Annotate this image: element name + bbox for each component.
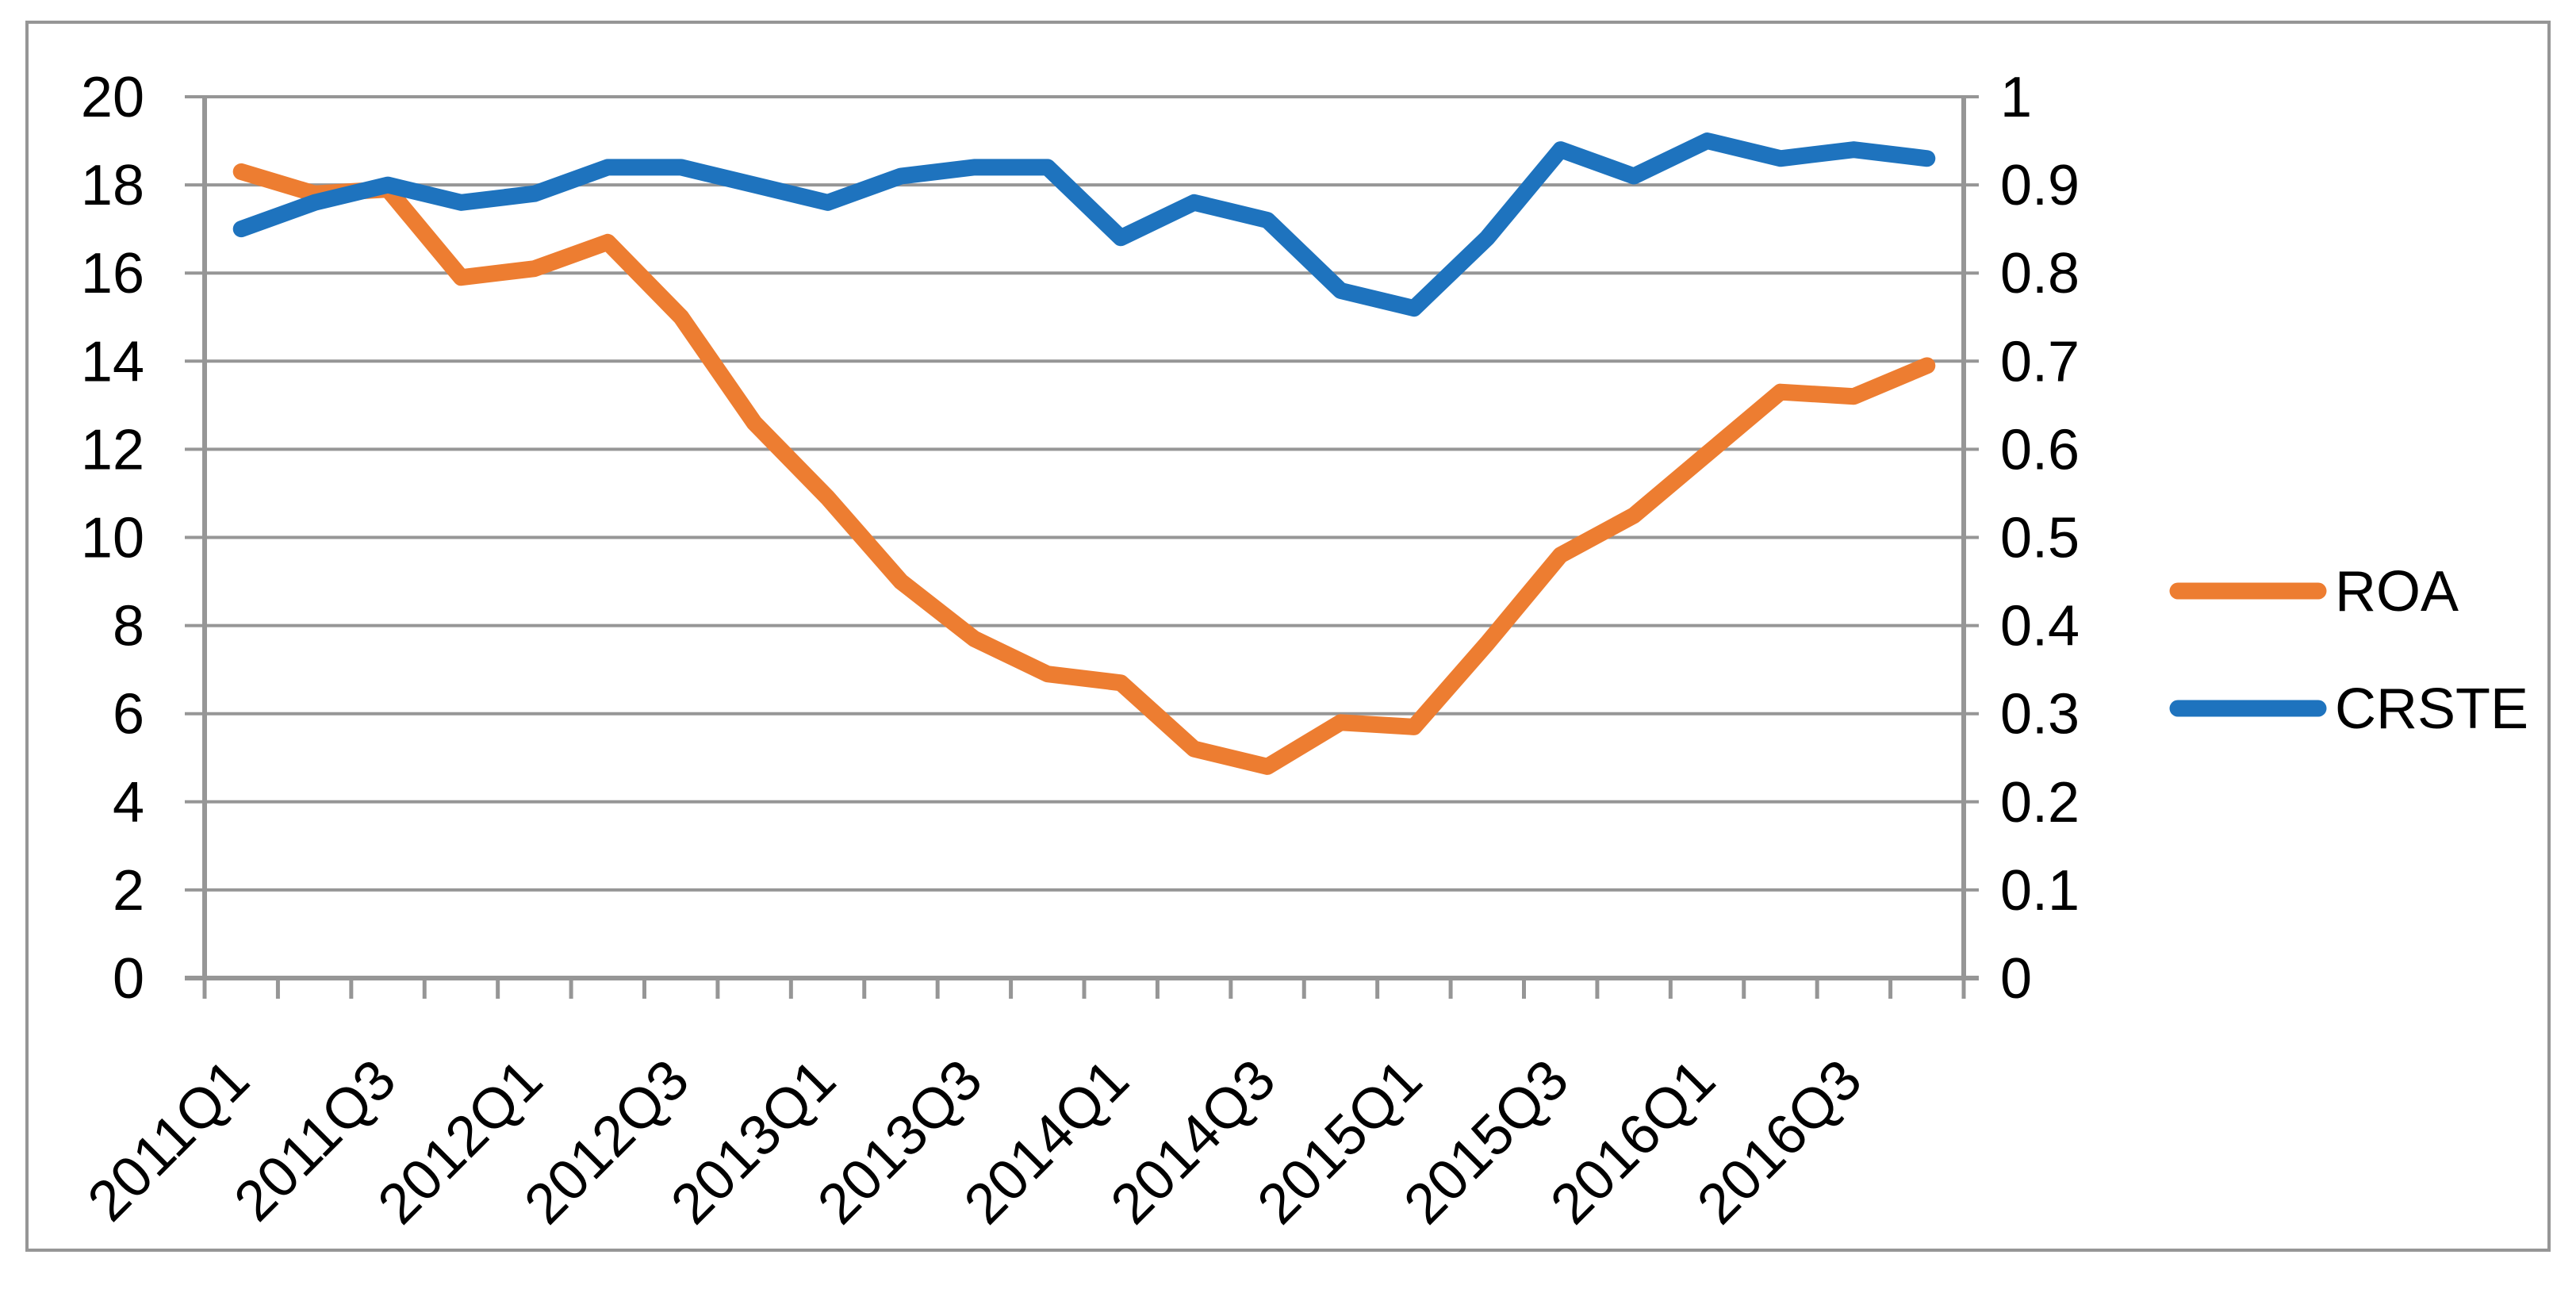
y-axis-left-label: 8 <box>113 595 144 658</box>
x-axis-ticks <box>202 978 1966 999</box>
x-axis-label: 2015Q1 <box>1245 1048 1434 1237</box>
gridlines <box>185 95 1979 892</box>
series-roa-line <box>232 163 1936 775</box>
legend-item-crste: CRSTE <box>2169 677 2528 741</box>
y-axis-right-labels: 1 0.9 0.8 0.7 0.6 0.5 0.4 0.3 0.2 0.1 0 <box>2000 66 2080 1011</box>
x-axis-label: 2014Q3 <box>1099 1048 1288 1237</box>
y-axis-right-label: 0.8 <box>2000 242 2080 305</box>
y-axis-left-label: 16 <box>81 242 144 305</box>
x-axis-label: 2016Q3 <box>1685 1048 1874 1237</box>
y-axis-left-label: 14 <box>81 330 144 393</box>
y-axis-left-label: 20 <box>81 66 144 129</box>
x-axis-label: 2016Q1 <box>1539 1048 1727 1237</box>
figure-border <box>25 21 2551 1252</box>
y-axis-left-label: 10 <box>81 507 144 570</box>
x-axis-label: 2014Q1 <box>953 1048 1141 1237</box>
legend-roa-label: ROA <box>2335 560 2459 623</box>
y-axis-right-label: 0.5 <box>2000 507 2080 570</box>
legend: ROA CRSTE <box>2169 560 2528 741</box>
legend-crste-label: CRSTE <box>2335 677 2528 741</box>
y-axis-right-label: 0.6 <box>2000 418 2080 482</box>
x-axis-label: 2013Q1 <box>659 1048 848 1237</box>
y-axis-left-label: 4 <box>113 771 144 835</box>
x-axis-label: 2012Q1 <box>366 1048 554 1237</box>
y-axis-right-label: 0.2 <box>2000 771 2080 835</box>
y-axis-right-label: 0.9 <box>2000 154 2080 217</box>
x-axis-label: 2011Q1 <box>76 1048 262 1234</box>
y-axis-right-label: 0.4 <box>2000 595 2080 658</box>
y-axis-left-label: 6 <box>113 683 144 746</box>
x-axis-labels: 2011Q12011Q32012Q12012Q32013Q12013Q32014… <box>76 1048 1874 1237</box>
x-axis-label: 2013Q3 <box>806 1048 995 1237</box>
x-axis-label: 2012Q3 <box>512 1048 701 1237</box>
y-axis-left-label: 12 <box>81 418 144 482</box>
y-axis-right-label: 0.1 <box>2000 859 2080 923</box>
y-axis-left-label: 18 <box>81 154 144 217</box>
y-axis-left-label: 0 <box>113 947 144 1011</box>
y-axis-right-label: 0 <box>2000 947 2032 1011</box>
y-axis-left-label: 2 <box>113 859 144 923</box>
y-axis-right-label: 1 <box>2000 66 2032 129</box>
y-axis-right-label: 0.7 <box>2000 330 2080 393</box>
y-axis-right-label: 0.3 <box>2000 683 2080 746</box>
series-crste-line <box>232 132 1936 317</box>
axes <box>185 97 1979 980</box>
legend-item-roa: ROA <box>2169 560 2459 623</box>
x-axis-label: 2015Q3 <box>1392 1048 1581 1237</box>
